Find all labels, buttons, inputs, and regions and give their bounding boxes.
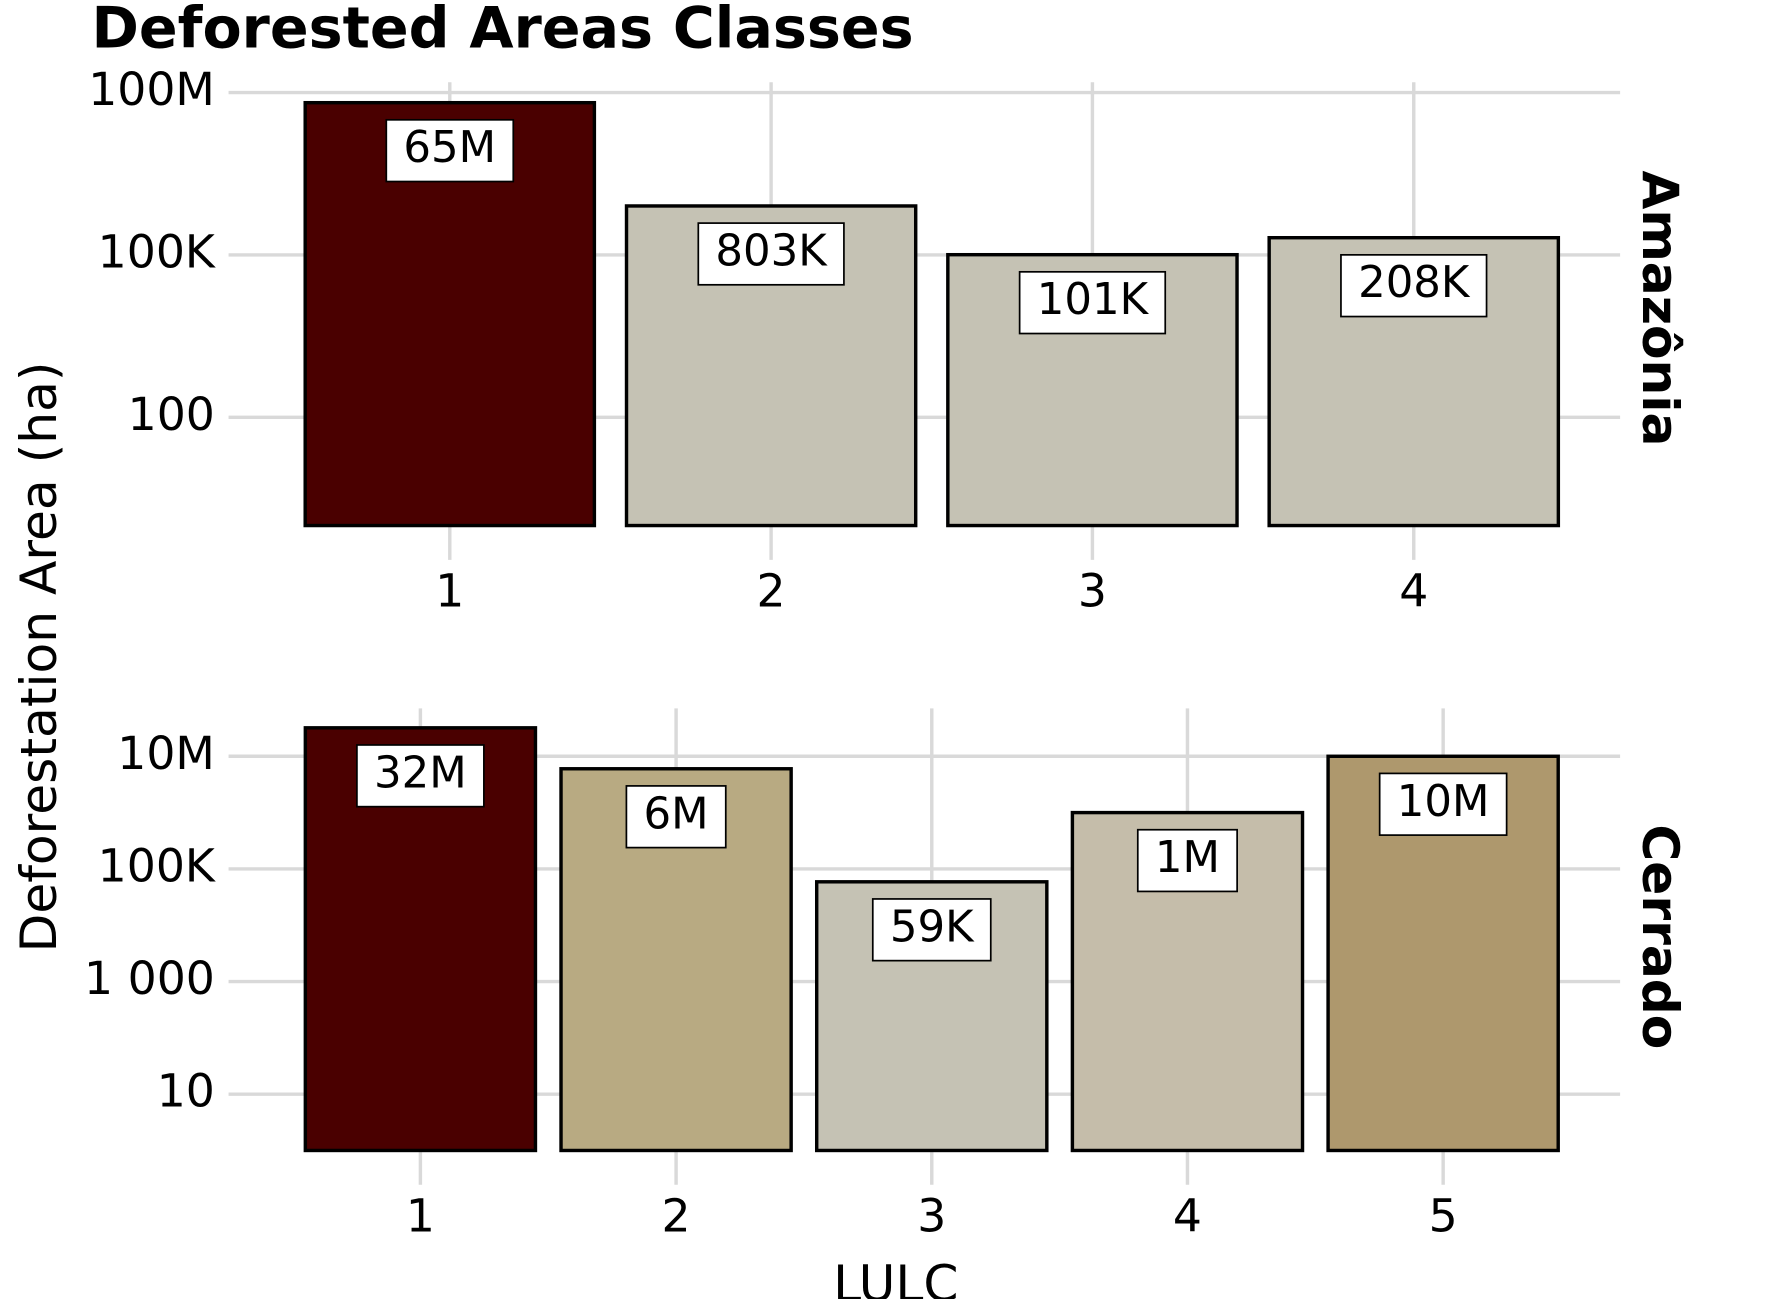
value-label: 1M: [1155, 833, 1220, 883]
y-axis-title: Deforestation Area (ha): [9, 361, 68, 952]
value-label: 101K: [1037, 275, 1150, 325]
value-label-box: [356, 744, 485, 808]
y-tick-label: 100M: [88, 63, 215, 116]
facet-label: Cerrado: [1631, 824, 1690, 1049]
y-tick-label: 100: [128, 388, 215, 441]
value-label: 65M: [403, 123, 496, 173]
value-label-box: [625, 785, 727, 849]
value-label: 32M: [374, 748, 467, 798]
value-label-box: [1378, 772, 1508, 836]
value-label-box: [697, 222, 845, 286]
y-tick-label: 100K: [98, 225, 216, 278]
y-tick-label: 10M: [117, 727, 215, 780]
value-label-box: [1340, 253, 1488, 318]
y-tick-label: 1 000: [84, 952, 215, 1005]
value-label: 10M: [1397, 777, 1490, 827]
x-tick-label: 4: [1173, 1190, 1202, 1243]
x-tick-label: 2: [662, 1190, 691, 1243]
x-tick-label: 3: [1078, 565, 1107, 618]
value-label-box: [1136, 828, 1238, 893]
chart-title: Deforested Areas Classes: [91, 0, 913, 62]
value-label-box: [1018, 270, 1167, 335]
x-tick-label: 4: [1399, 565, 1428, 618]
x-tick-label: 2: [757, 565, 786, 618]
value-label: 59K: [890, 902, 975, 952]
x-tick-label: 5: [1429, 1190, 1458, 1243]
y-tick-label: 10: [157, 1065, 215, 1118]
facet-label: Amazônia: [1631, 171, 1690, 447]
value-label: 208K: [1358, 258, 1471, 308]
y-tick-label: 100K: [98, 839, 216, 892]
x-tick-label: 3: [917, 1190, 946, 1243]
x-tick-label: 1: [406, 1190, 435, 1243]
value-label-box: [385, 118, 515, 183]
x-axis-title: LULC: [833, 1254, 958, 1299]
value-label: 6M: [644, 789, 709, 839]
value-label-box: [871, 898, 992, 962]
x-tick-label: 1: [435, 565, 464, 618]
value-label: 803K: [715, 226, 828, 276]
